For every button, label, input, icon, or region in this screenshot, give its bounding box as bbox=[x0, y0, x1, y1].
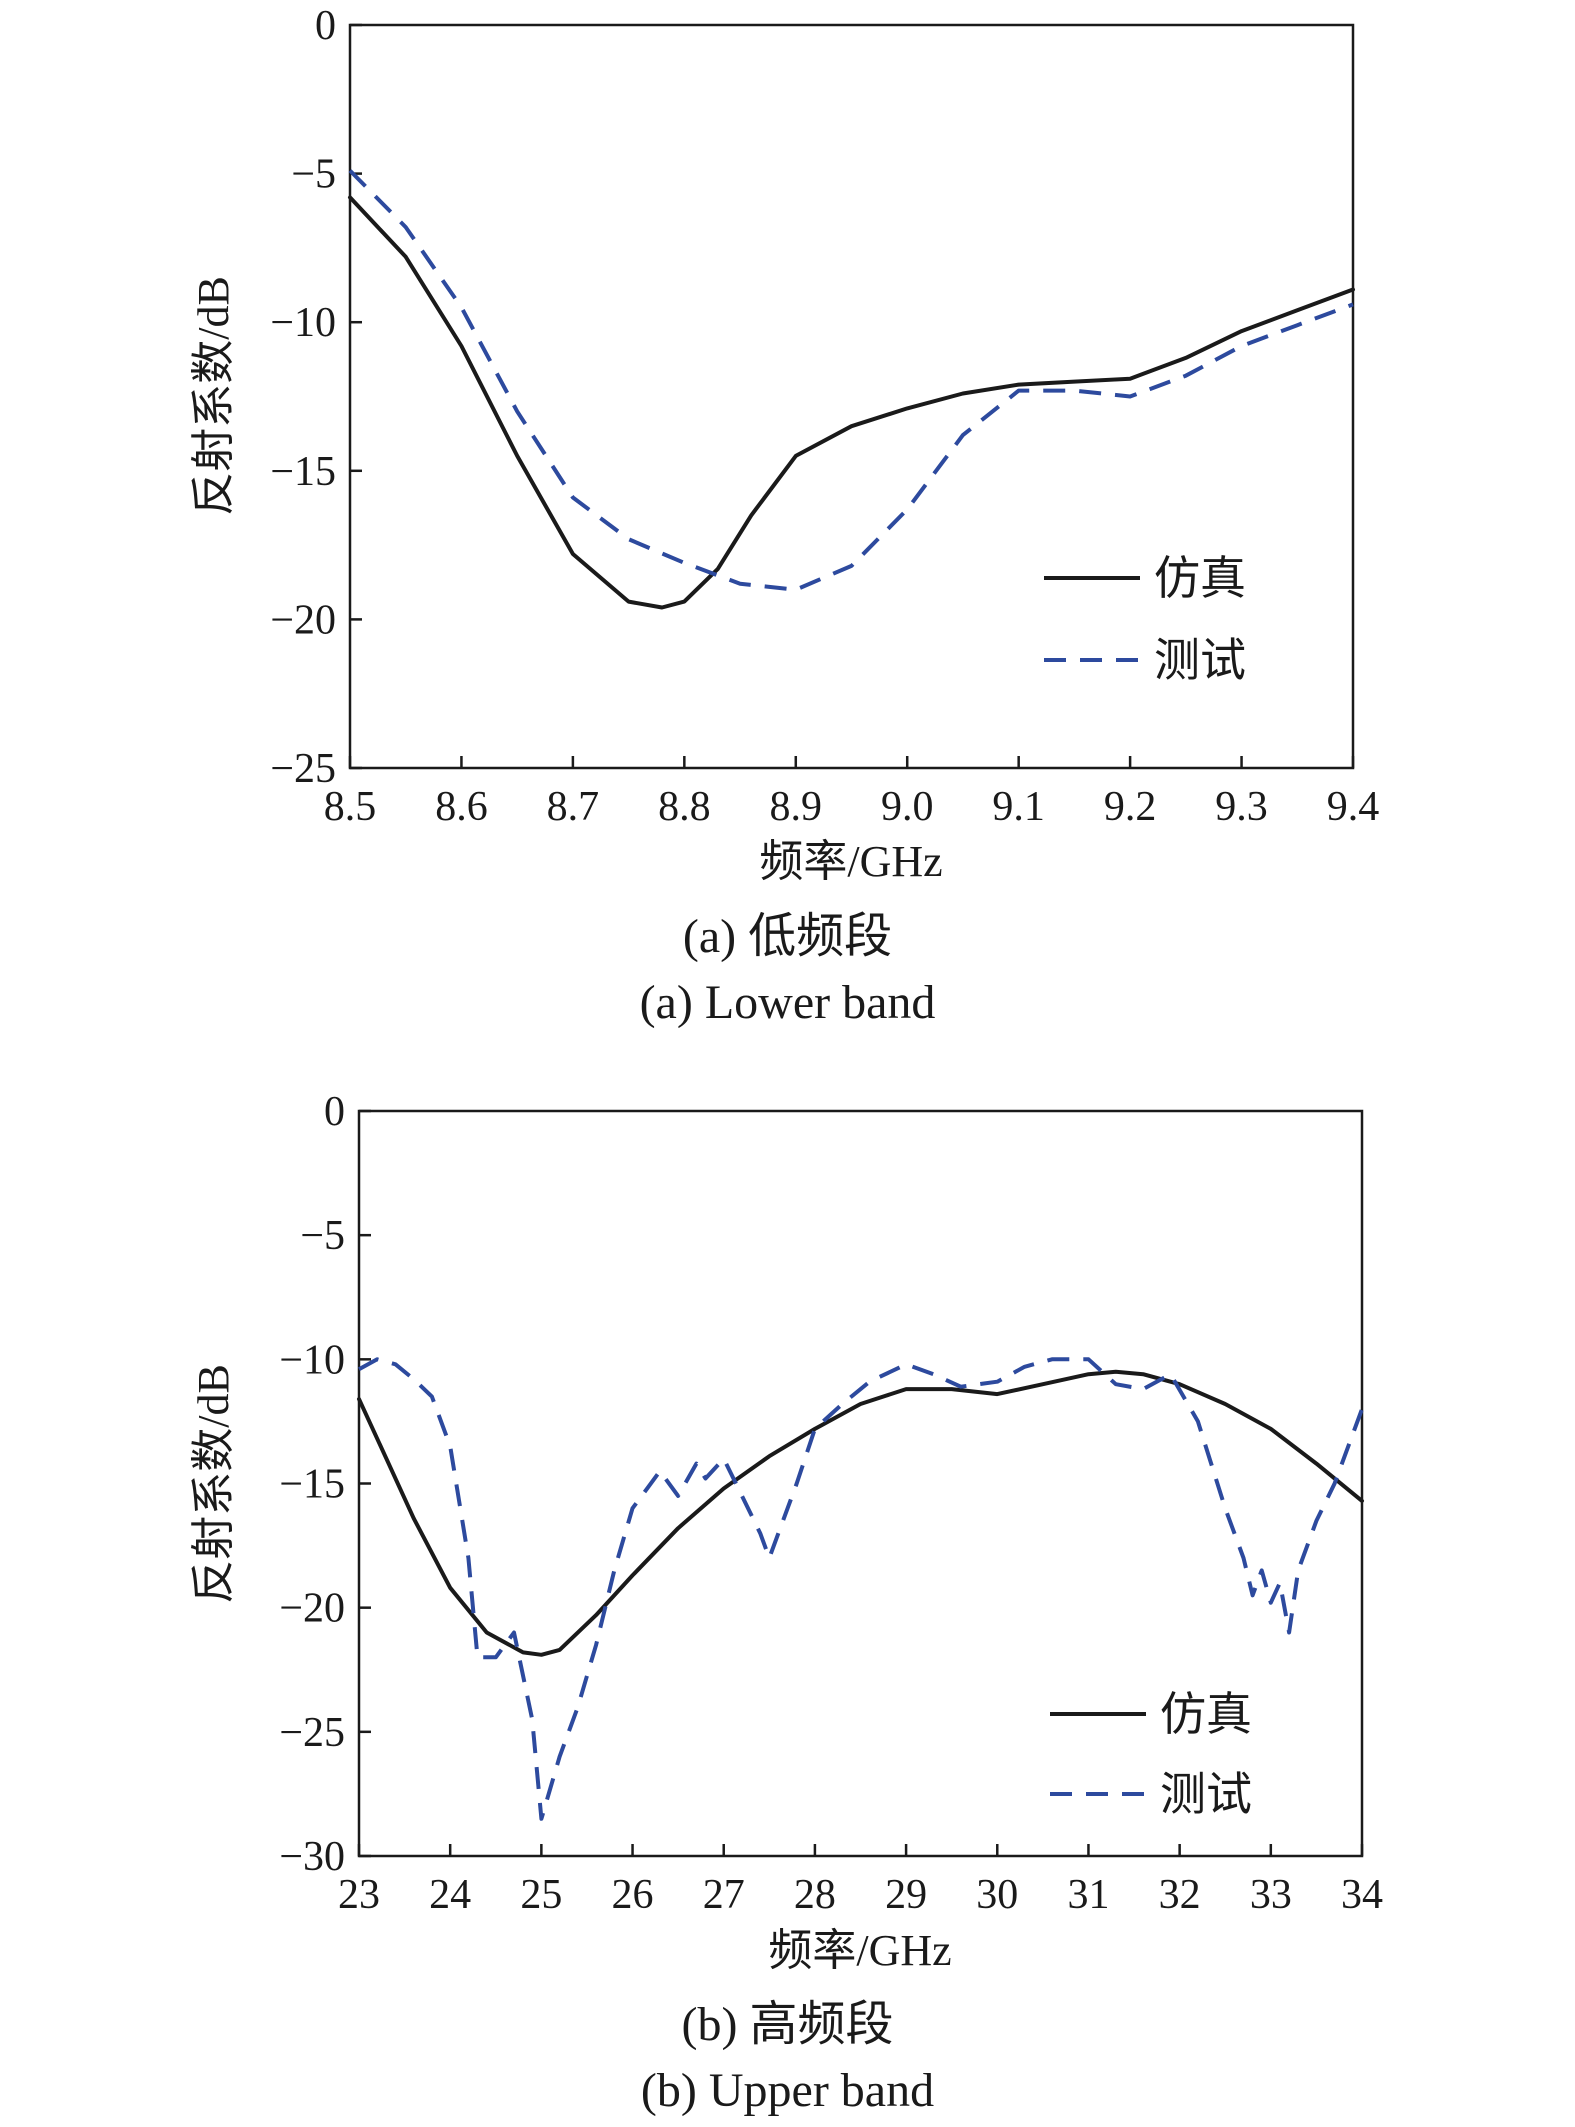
y-tick-label: −15 bbox=[270, 449, 336, 495]
x-tick-label: 9.2 bbox=[1104, 784, 1157, 830]
x-tick-label: 9.3 bbox=[1215, 784, 1268, 830]
series-layer bbox=[357, 1357, 1364, 1821]
legend: 仿真 测试 bbox=[1044, 553, 1246, 686]
x-tick-label: 29 bbox=[885, 1872, 927, 1918]
legend-label-measured: 测试 bbox=[1154, 635, 1246, 686]
y-tick-label: −20 bbox=[270, 597, 336, 643]
x-tick-label: 30 bbox=[976, 1872, 1018, 1918]
series-layer bbox=[348, 169, 1355, 610]
x-tick-label: 8.8 bbox=[658, 784, 711, 830]
legend: 仿真 测试 bbox=[1050, 1689, 1252, 1820]
x-tick-label: 9.0 bbox=[881, 784, 934, 830]
x-tick-label: 27 bbox=[703, 1872, 745, 1918]
y-tick-label: −5 bbox=[300, 1213, 345, 1259]
y-axis-label: 反射系数/dB bbox=[189, 1364, 238, 1604]
series-line-measured bbox=[348, 169, 1354, 592]
y-tick-label: −20 bbox=[279, 1586, 345, 1632]
y-tick-label: 0 bbox=[324, 1089, 345, 1135]
x-tick-label: 34 bbox=[1341, 1872, 1383, 1918]
plot-area-frame bbox=[357, 1109, 1364, 1858]
x-tick-label: 28 bbox=[794, 1872, 836, 1918]
series-line-measured bbox=[358, 1357, 1364, 1821]
x-tick-label: 9.4 bbox=[1327, 784, 1380, 830]
chart-upper-band: 0 −5 −10 −15 −20 −25 −30 23 24 25 26 27 28 29 30 31 32 3… bbox=[189, 1089, 1383, 1975]
series-line-simulated bbox=[357, 1369, 1364, 1657]
x-tick-label: 9.1 bbox=[992, 784, 1045, 830]
chart-lower-band: 0 −5 −10 −15 −20 −25 8.5 8.6 8.7 8.8 8.9 9.0 9.1 9.2… bbox=[189, 3, 1379, 886]
y-tick-label: −15 bbox=[279, 1462, 345, 1508]
x-tick-label: 8.7 bbox=[547, 784, 600, 830]
y-tick-label: −30 bbox=[279, 1834, 345, 1880]
legend-label-measured: 测试 bbox=[1160, 1769, 1252, 1820]
plot-area-frame bbox=[348, 23, 1355, 770]
y-tick-label: 0 bbox=[315, 3, 336, 49]
x-tick-label: 24 bbox=[429, 1872, 471, 1918]
x-tick-label: 8.5 bbox=[324, 784, 377, 830]
legend-label-simulated: 仿真 bbox=[1154, 553, 1246, 604]
caption-cn-upper: (b) 高频段 bbox=[681, 1998, 894, 2051]
x-axis-ticks: 23 24 25 26 27 28 29 30 31 32 33 34 bbox=[338, 1844, 1383, 1918]
x-axis-ticks: 8.5 8.6 8.7 8.8 8.9 9.0 9.1 9.2 9.3 9.4 bbox=[324, 756, 1380, 830]
x-tick-label: 23 bbox=[338, 1872, 380, 1918]
x-tick-label: 25 bbox=[520, 1872, 562, 1918]
y-tick-label: −10 bbox=[279, 1337, 345, 1383]
x-tick-label: 32 bbox=[1159, 1872, 1201, 1918]
y-tick-label: −25 bbox=[279, 1710, 345, 1756]
x-tick-label: 8.6 bbox=[435, 784, 488, 830]
y-axis-ticks: 0 −5 −10 −15 −20 −25 −30 bbox=[279, 1089, 371, 1880]
y-axis-label: 反射系数/dB bbox=[189, 276, 238, 516]
caption-cn-lower: (a) 低频段 bbox=[682, 910, 893, 963]
x-tick-label: 26 bbox=[612, 1872, 654, 1918]
series-line-simulated bbox=[348, 195, 1355, 610]
y-axis-ticks: 0 −5 −10 −15 −20 −25 bbox=[270, 3, 362, 792]
x-tick-label: 31 bbox=[1067, 1872, 1109, 1918]
x-axis-label: 频率/GHz bbox=[759, 837, 942, 886]
caption-en-lower: (a) Lower band bbox=[639, 976, 936, 1029]
x-tick-label: 33 bbox=[1250, 1872, 1292, 1918]
y-tick-label: −10 bbox=[270, 300, 336, 346]
legend-label-simulated: 仿真 bbox=[1160, 1689, 1252, 1740]
y-tick-label: −25 bbox=[270, 746, 336, 792]
x-tick-label: 8.9 bbox=[770, 784, 823, 830]
x-axis-label: 频率/GHz bbox=[768, 1926, 951, 1975]
y-tick-label: −5 bbox=[291, 152, 336, 198]
caption-en-upper: (b) Upper band bbox=[640, 2064, 935, 2117]
